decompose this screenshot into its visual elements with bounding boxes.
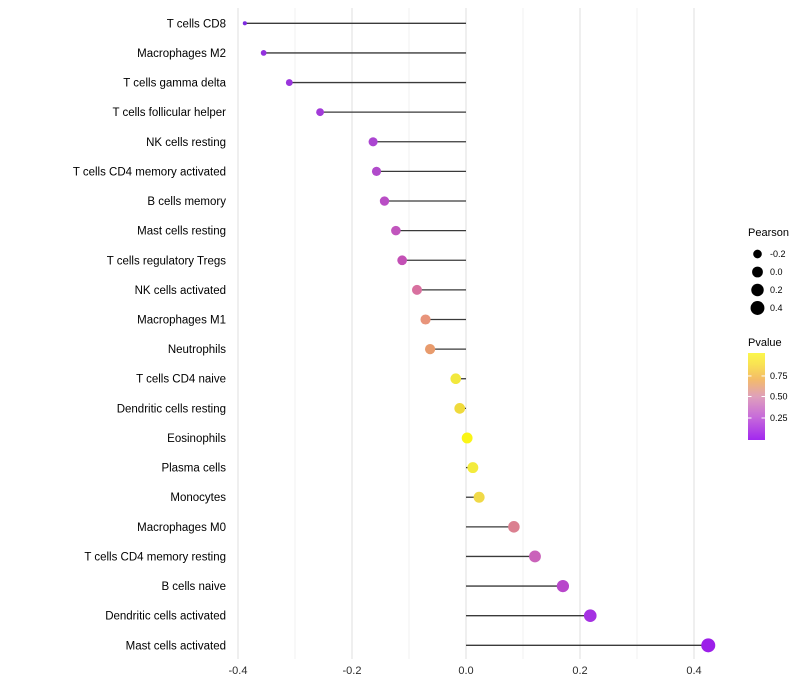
y-axis-label: T cells gamma delta [123, 78, 226, 90]
lollipop-dot [556, 579, 570, 593]
y-axis-label: T cells CD4 memory resting [84, 551, 226, 563]
lollipop-dot [316, 108, 324, 117]
lollipop-dot [450, 373, 462, 385]
y-axis-label: Dendritic cells activated [105, 611, 226, 623]
lollipop-dot [368, 137, 378, 147]
size-legend-entry-label: -0.2 [770, 249, 786, 259]
y-axis-label: B cells naive [161, 581, 226, 593]
y-axis-label: NK cells resting [146, 137, 226, 149]
y-axis-label: Plasma cells [161, 463, 226, 475]
y-axis-label: Neutrophils [168, 344, 226, 356]
lollipop-dot [454, 403, 466, 414]
size-legend-entry-label: 0.4 [770, 303, 783, 313]
lollipop-dot [420, 314, 431, 325]
lollipop-dot [473, 491, 485, 503]
lollipop-dot [379, 196, 390, 206]
size-legend-entry-label: 0.0 [770, 267, 783, 277]
size-legend-dot [753, 249, 762, 259]
y-axis-label: Macrophages M0 [137, 522, 226, 534]
color-legend-tick-label: 0.50 [770, 392, 788, 402]
lollipop-dot [371, 166, 382, 176]
x-axis-tick-label: 0.4 [686, 665, 701, 677]
y-axis-label: Macrophages M1 [137, 315, 226, 327]
lollipop-dot [529, 550, 541, 563]
y-axis-label: T cells CD4 memory activated [73, 166, 226, 178]
lollipop-dot [583, 609, 597, 623]
y-axis-label: Monocytes [170, 492, 226, 504]
size-legend-dot [752, 266, 763, 278]
lollipop-dot [508, 521, 520, 533]
y-axis-label: T cells regulatory Tregs [107, 255, 227, 267]
lollipop-dot [242, 21, 247, 26]
y-axis-label: B cells memory [147, 196, 226, 208]
color-legend-title: Pvalue [748, 337, 782, 349]
lollipop-dot [461, 432, 473, 444]
size-legend-entry-label: 0.2 [770, 285, 783, 295]
size-legend-title: Pearson [748, 227, 789, 239]
y-axis-label: NK cells activated [135, 285, 226, 297]
x-axis-tick-label: -0.2 [343, 665, 362, 677]
lollipop-dot [467, 462, 479, 474]
y-axis-label: Macrophages M2 [137, 48, 226, 60]
y-axis-label: Eosinophils [167, 433, 226, 445]
lollipop-dot [260, 50, 267, 56]
pvalue-gradient-bar [748, 353, 765, 440]
y-axis-label: T cells CD8 [167, 18, 226, 30]
y-axis-label: T cells follicular helper [112, 107, 226, 119]
y-axis-label: Mast cells resting [137, 226, 226, 238]
y-axis-label: Dendritic cells resting [117, 403, 226, 415]
x-axis-tick-label: -0.4 [229, 665, 248, 677]
color-legend-tick-label: 0.75 [770, 371, 788, 381]
lollipop-dot [285, 79, 293, 86]
x-axis-tick-label: 0.2 [572, 665, 587, 677]
lollipop-dot [391, 225, 401, 236]
size-legend-dot [750, 301, 765, 315]
y-axis-label: T cells CD4 naive [136, 374, 226, 386]
lollipop-dot [701, 638, 716, 653]
y-axis-label: Mast cells activated [126, 640, 226, 652]
lollipop-dot [397, 255, 408, 266]
size-legend-dot [751, 283, 764, 297]
color-legend-tick-label: 0.25 [770, 413, 788, 423]
x-axis-tick-label: 0.0 [458, 665, 473, 677]
lollipop-dot [424, 344, 436, 355]
lollipop-dot [411, 284, 422, 295]
